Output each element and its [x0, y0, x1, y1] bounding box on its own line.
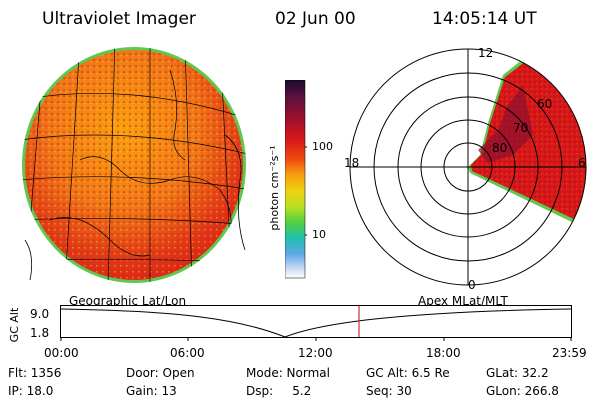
mlat-label-70: 70: [513, 121, 529, 135]
mlt-label-6: 6: [578, 156, 586, 170]
colorbar-tick-10: 10: [312, 228, 326, 241]
colorbar-tick-100: 100: [312, 140, 333, 153]
status-ip: IP: 18.0: [8, 384, 54, 398]
status-seq: Seq: 30: [366, 384, 412, 398]
status-gc-alt: GC Alt: 6.5 Re: [366, 366, 450, 380]
status-door: Door: Open: [126, 366, 195, 380]
time-label: 14:05:14 UT: [432, 9, 537, 29]
altitude-curve: [60, 308, 572, 338]
polar-caption: Apex MLat/MLT: [418, 294, 508, 308]
date-label: 02 Jun 00: [275, 9, 356, 29]
alt-xtick-0600: 06:00: [170, 346, 205, 360]
mlat-label-80: 80: [492, 141, 508, 155]
status-flight: Flt: 1356: [8, 366, 62, 380]
alt-xtick-0000: 00:00: [44, 346, 79, 360]
status-mode: Mode: Normal: [246, 366, 330, 380]
colorbar: [285, 80, 307, 279]
alt-xtick-1800: 18:00: [426, 346, 461, 360]
geographic-image: [22, 47, 246, 283]
app-title: Ultraviolet Imager: [42, 9, 196, 29]
mlt-label-12: 12: [478, 46, 494, 60]
colorbar-label: photon cm⁻²s⁻¹: [268, 145, 281, 231]
mlt-label-18: 18: [344, 156, 360, 170]
auroral-wedge: [468, 49, 586, 225]
alt-ytick-9: 9.0: [30, 307, 50, 321]
status-dsp: Dsp: 5.2: [246, 384, 312, 398]
mlat-label-60: 60: [537, 97, 553, 111]
status-glon: GLon: 266.8: [486, 384, 559, 398]
status-glat: GLat: 32.2: [486, 366, 549, 380]
alt-xtick-2359: 23:59: [552, 346, 587, 360]
alt-ylabel: GC Alt: [8, 307, 21, 343]
polar-plot: [349, 48, 587, 286]
altitude-plot: [60, 305, 572, 341]
geo-caption: Geographic Lat/Lon: [69, 294, 187, 308]
alt-xtick-1200: 12:00: [298, 346, 333, 360]
alt-ytick-1: 1.8: [30, 326, 50, 340]
mlt-label-0: 0: [468, 278, 476, 292]
status-gain: Gain: 13: [126, 384, 177, 398]
